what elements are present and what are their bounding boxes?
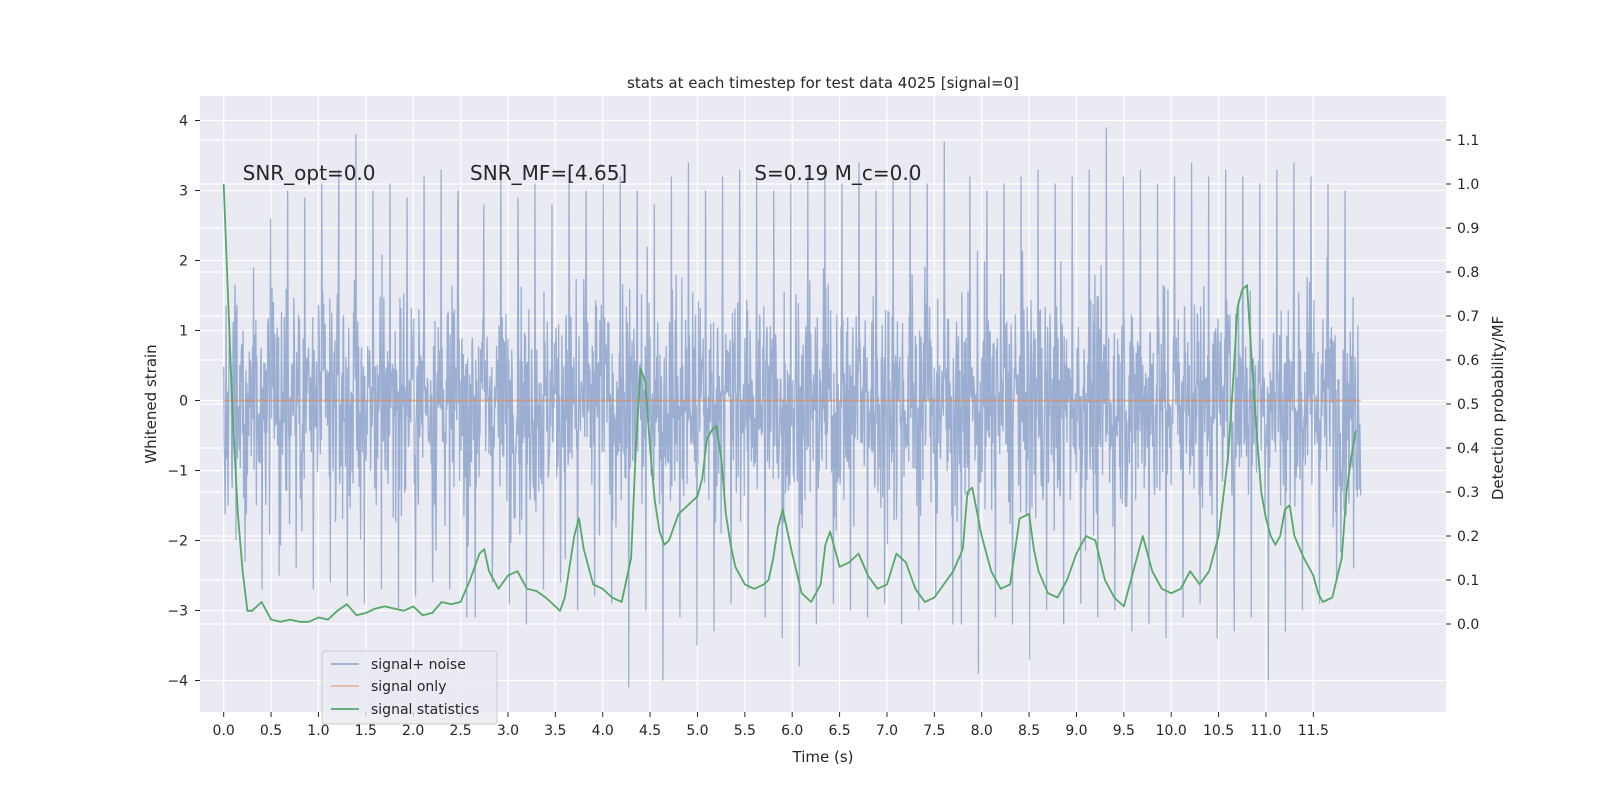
y-tick-label: 4 xyxy=(179,114,188,130)
x-tick-label: 10.5 xyxy=(1203,723,1234,739)
y-tick-label: 1 xyxy=(179,324,188,340)
y2-tick-label: 0.7 xyxy=(1457,309,1479,325)
y-tick-label: −2 xyxy=(167,534,188,550)
y2-tick-label: 0.9 xyxy=(1457,221,1479,237)
x-tick-label: 6.5 xyxy=(828,723,850,739)
x-tick-label: 11.5 xyxy=(1298,723,1329,739)
x-tick-label: 2.5 xyxy=(449,723,471,739)
series-signal-noise-line xyxy=(223,127,1362,688)
x-tick-label: 11.0 xyxy=(1250,723,1281,739)
y2-tick-label: 0.8 xyxy=(1457,265,1479,281)
x-tick-label: 4.0 xyxy=(592,723,614,739)
x-tick-label: 3.0 xyxy=(497,723,519,739)
y2-tick-label: 1.0 xyxy=(1457,177,1479,193)
y2-tick-label: 1.1 xyxy=(1457,133,1479,149)
y2-tick-label: 0.2 xyxy=(1457,529,1479,545)
x-tick-label: 4.5 xyxy=(639,723,661,739)
series-signal-statistics-line xyxy=(222,183,1357,623)
x-axis-ticks: 0.0 0.5 1.0 1.5 2.0 2.5 3.0 3.5 4.0 4.5 5.0 5.5 6.0 6… xyxy=(213,712,1329,739)
x-tick-label: 0.5 xyxy=(260,723,282,739)
y-axis-label: Whitened strain xyxy=(142,344,160,463)
y-tick-label: −4 xyxy=(167,674,188,690)
annotation-0: SNR_opt=0.0 xyxy=(243,161,376,185)
x-tick-label: 7.5 xyxy=(923,723,945,739)
series-layer xyxy=(222,127,1362,688)
y2-tick-label: 0.0 xyxy=(1457,617,1479,633)
x-tick-label: 8.0 xyxy=(971,723,993,739)
y-tick-label: 2 xyxy=(179,254,188,270)
y2-tick-label: 0.4 xyxy=(1457,441,1479,457)
y-tick-label: 3 xyxy=(179,184,188,200)
x-tick-label: 6.0 xyxy=(781,723,803,739)
x-tick-label: 0.0 xyxy=(213,723,235,739)
x-tick-label: 5.0 xyxy=(686,723,708,739)
x-axis-label: Time (s) xyxy=(792,748,854,766)
legend-label-signal-statistics: signal statistics xyxy=(371,702,479,718)
chart-title: stats at each timestep for test data 402… xyxy=(627,74,1019,92)
y-tick-label: −3 xyxy=(167,604,188,620)
legend-box xyxy=(321,650,498,725)
legend-label-signal-only: signal only xyxy=(371,679,446,695)
x-tick-label: 9.0 xyxy=(1065,723,1087,739)
legend-label-signal-noise: signal+ noise xyxy=(371,657,466,673)
x-tick-label: 1.5 xyxy=(355,723,377,739)
y-tick-label: 0 xyxy=(179,394,188,410)
legend: signal+ noise signal only signal statist… xyxy=(321,650,498,725)
y2-axis-ticks: 0.0 0.1 0.2 0.3 0.4 0.5 0.6 0.7 0.8 0.9 1.0 1.1 xyxy=(1446,133,1479,633)
x-tick-label: 5.5 xyxy=(734,723,756,739)
x-tick-label: 8.5 xyxy=(1018,723,1040,739)
x-tick-label: 7.0 xyxy=(876,723,898,739)
x-tick-label: 9.5 xyxy=(1113,723,1135,739)
y2-tick-label: 0.5 xyxy=(1457,397,1479,413)
y2-tick-label: 0.1 xyxy=(1457,573,1479,589)
y2-axis-label: Detection probability/MF xyxy=(1489,316,1507,500)
y-axis-ticks: −4 −3 −2 −1 0 1 2 3 4 xyxy=(167,114,200,690)
annotation-2: S=0.19 M_c=0.0 xyxy=(754,161,921,185)
annotation-layer: SNR_opt=0.0 SNR_MF=[4.65] S=0.19 M_c=0.0 xyxy=(243,161,922,185)
x-tick-label: 2.0 xyxy=(402,723,424,739)
y2-tick-label: 0.3 xyxy=(1457,485,1479,501)
x-tick-label: 1.0 xyxy=(307,723,329,739)
x-tick-label: 10.0 xyxy=(1156,723,1187,739)
annotation-1: SNR_MF=[4.65] xyxy=(470,161,627,185)
x-tick-label: 3.5 xyxy=(544,723,566,739)
y2-tick-label: 0.6 xyxy=(1457,353,1479,369)
y-tick-label: −1 xyxy=(167,464,188,480)
